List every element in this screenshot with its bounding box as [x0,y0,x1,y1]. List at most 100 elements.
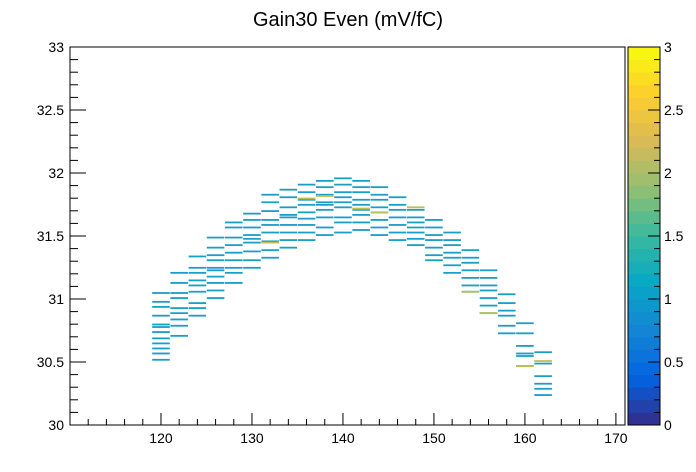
heatmap-cell [224,251,243,254]
heatmap-cell [152,305,170,308]
color-band [628,311,660,325]
y-tick-label: 33 [48,39,64,55]
y-tick-label: 32.5 [37,102,64,118]
heatmap-cell [406,231,425,234]
x-tick-label: 150 [422,430,446,446]
heatmap-cell [370,198,389,201]
heatmap-cell [406,216,425,219]
color-band [628,324,660,338]
heatmap-cell [334,191,352,194]
color-band [628,59,660,73]
color-band [628,299,660,313]
color-band [628,110,660,124]
heatmap-cell [461,249,480,252]
heatmap-cell [406,206,425,209]
color-band [628,147,660,161]
heatmap-cell [224,271,243,274]
color-band [628,47,660,61]
heatmap-cell [152,314,170,317]
heatmap-cell [516,355,534,357]
heatmap-cell [352,213,370,216]
heatmap-cell [224,226,243,229]
heatmap-cell [443,256,461,259]
heatmap-cell [170,324,188,327]
heatmap-cell [443,231,461,234]
x-tick-label: 120 [149,430,173,446]
heatmap-cell [206,275,225,278]
color-band [628,273,660,287]
heatmap-cell [334,177,352,180]
heatmap-cell [297,203,316,206]
color-band [628,223,660,237]
heatmap-cell [261,256,279,259]
heatmap-cell [315,226,334,229]
heatmap-cell [261,241,279,244]
color-band [628,387,660,401]
heatmap-cell [352,191,370,194]
heatmap-cell [388,239,407,241]
heatmap-cell [206,282,225,284]
heatmap-cell [443,264,461,267]
heatmap-cell [261,249,279,252]
heatmap-cell [279,239,298,241]
heatmap-cell [188,302,207,304]
z-tick-label: 0.5 [664,354,684,370]
heatmap-cell [516,332,534,335]
heatmap-cell [243,241,261,244]
heatmap-cell [406,208,425,211]
heatmap-cell [370,226,389,229]
heatmap-cell [479,304,498,307]
plot-frame [69,46,626,426]
heatmap-cell [479,276,498,279]
heatmap-cell [170,282,188,284]
heatmap-cell [334,221,352,224]
y-tick-label: 31 [48,291,64,307]
x-axis: 120 130 140 150 160 170 [69,413,628,446]
heatmap-cell [516,345,534,347]
heatmap-cell [425,234,443,236]
heatmap-cell [534,362,552,365]
heatmap-cell [224,282,243,284]
heatmap-cell [261,219,279,221]
heatmap-cell [534,351,552,354]
heatmap-cell [315,216,334,219]
z-tick-label: 3 [664,39,672,55]
heatmap-cell [497,314,516,317]
heatmap-cell [188,290,207,293]
heatmap-cell [224,259,243,262]
heatmap-cell [152,331,170,333]
heatmap-cell [516,365,534,367]
heatmap-cell [370,206,389,209]
color-band [628,399,660,413]
heatmap-cell [279,213,298,216]
heatmap-cell [261,201,279,204]
heatmap-cell [315,208,334,211]
heatmap-cell [206,246,225,249]
heatmap-cell [315,203,334,206]
color-band [628,97,660,111]
heatmap-cell [243,226,261,229]
heatmap-cell [170,318,188,321]
heatmap-cell [352,179,370,182]
heatmap-cell [188,314,207,317]
heatmap-cell [188,279,207,282]
heatmap-cell [334,216,352,219]
heatmap-cell [388,196,407,199]
heatmap-cell [334,183,352,186]
heatmap-cell [243,266,261,269]
color-band [628,248,660,262]
heatmap-cell [206,254,225,257]
heatmap-cell [261,224,279,226]
color-band [628,261,660,275]
heatmap-cell [479,269,498,272]
color-band [628,185,660,199]
color-band [628,173,660,187]
heatmap-cell [188,266,207,269]
heatmap-cell [279,196,298,199]
heatmap-cell [534,387,552,390]
heatmap-cell [443,244,461,247]
heatmap-cell [152,358,170,361]
heatmap-cell [479,289,498,292]
heatmap-cell [279,188,298,191]
heatmap-cell [388,203,407,206]
